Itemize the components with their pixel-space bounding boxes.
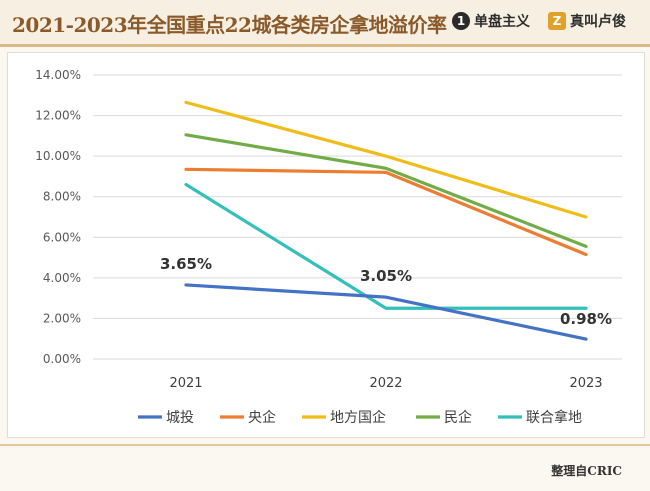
brand-zhenjiao: Z 真叫卢俊 — [548, 11, 626, 31]
legend-label: 城投 — [166, 410, 194, 426]
chart-title: 2021-2023年全国重点22城各类房企拿地溢价率 — [12, 13, 447, 37]
footer-divider — [0, 444, 650, 446]
data-label: 0.98% — [560, 310, 612, 328]
x-tick-label: 2023 — [569, 376, 602, 391]
brand-danpan-name: 单盘主义 — [474, 14, 530, 30]
line-chart: 0.00% 2.00% 4.00% 6.00% 8.00% 10.00% 12.00% 14.… — [35, 68, 622, 426]
x-tick-label: 2022 — [369, 376, 402, 391]
series-line-地方国企 — [184, 100, 588, 219]
zhenjiao-logo-icon: Z — [548, 12, 566, 30]
series-line-民企 — [184, 133, 588, 249]
y-tick-label: 2.00% — [43, 311, 81, 325]
brand-danpan: 1 单盘主义 — [452, 11, 530, 31]
data-label: 3.65% — [160, 255, 212, 273]
y-tick-label: 0.00% — [43, 352, 81, 366]
legend-label: 民企 — [444, 409, 472, 426]
y-tick-label: 6.00% — [43, 230, 81, 244]
y-tick-label: 12.00% — [35, 109, 81, 123]
series-line-央企 — [184, 167, 588, 257]
data-label: 3.05% — [360, 267, 412, 285]
header-divider — [0, 44, 650, 47]
y-tick-label: 10.00% — [35, 149, 81, 163]
y-tick-label: 4.00% — [43, 271, 81, 285]
source-credit: 整理自CRIC — [551, 464, 622, 478]
danpan-logo-icon: 1 — [452, 12, 470, 30]
header-bar: 2021-2023年全国重点22城各类房企拿地溢价率 1 单盘主义 Z 真叫卢俊 — [0, 0, 650, 44]
legend-label: 地方国企 — [330, 409, 386, 426]
y-tick-label: 14.00% — [35, 68, 81, 82]
chart-panel: 0.00% 2.00% 4.00% 6.00% 8.00% 10.00% 12.00% 14.… — [7, 52, 645, 438]
series-line-联合拿地 — [184, 182, 588, 310]
y-tick-label: 8.00% — [43, 190, 81, 204]
brand-zhenjiao-name: 真叫卢俊 — [570, 14, 626, 30]
x-tick-label: 2021 — [169, 376, 202, 391]
legend-label: 央企 — [248, 409, 276, 426]
legend-label: 联合拿地 — [526, 409, 582, 426]
series-line-城投 — [184, 283, 588, 341]
